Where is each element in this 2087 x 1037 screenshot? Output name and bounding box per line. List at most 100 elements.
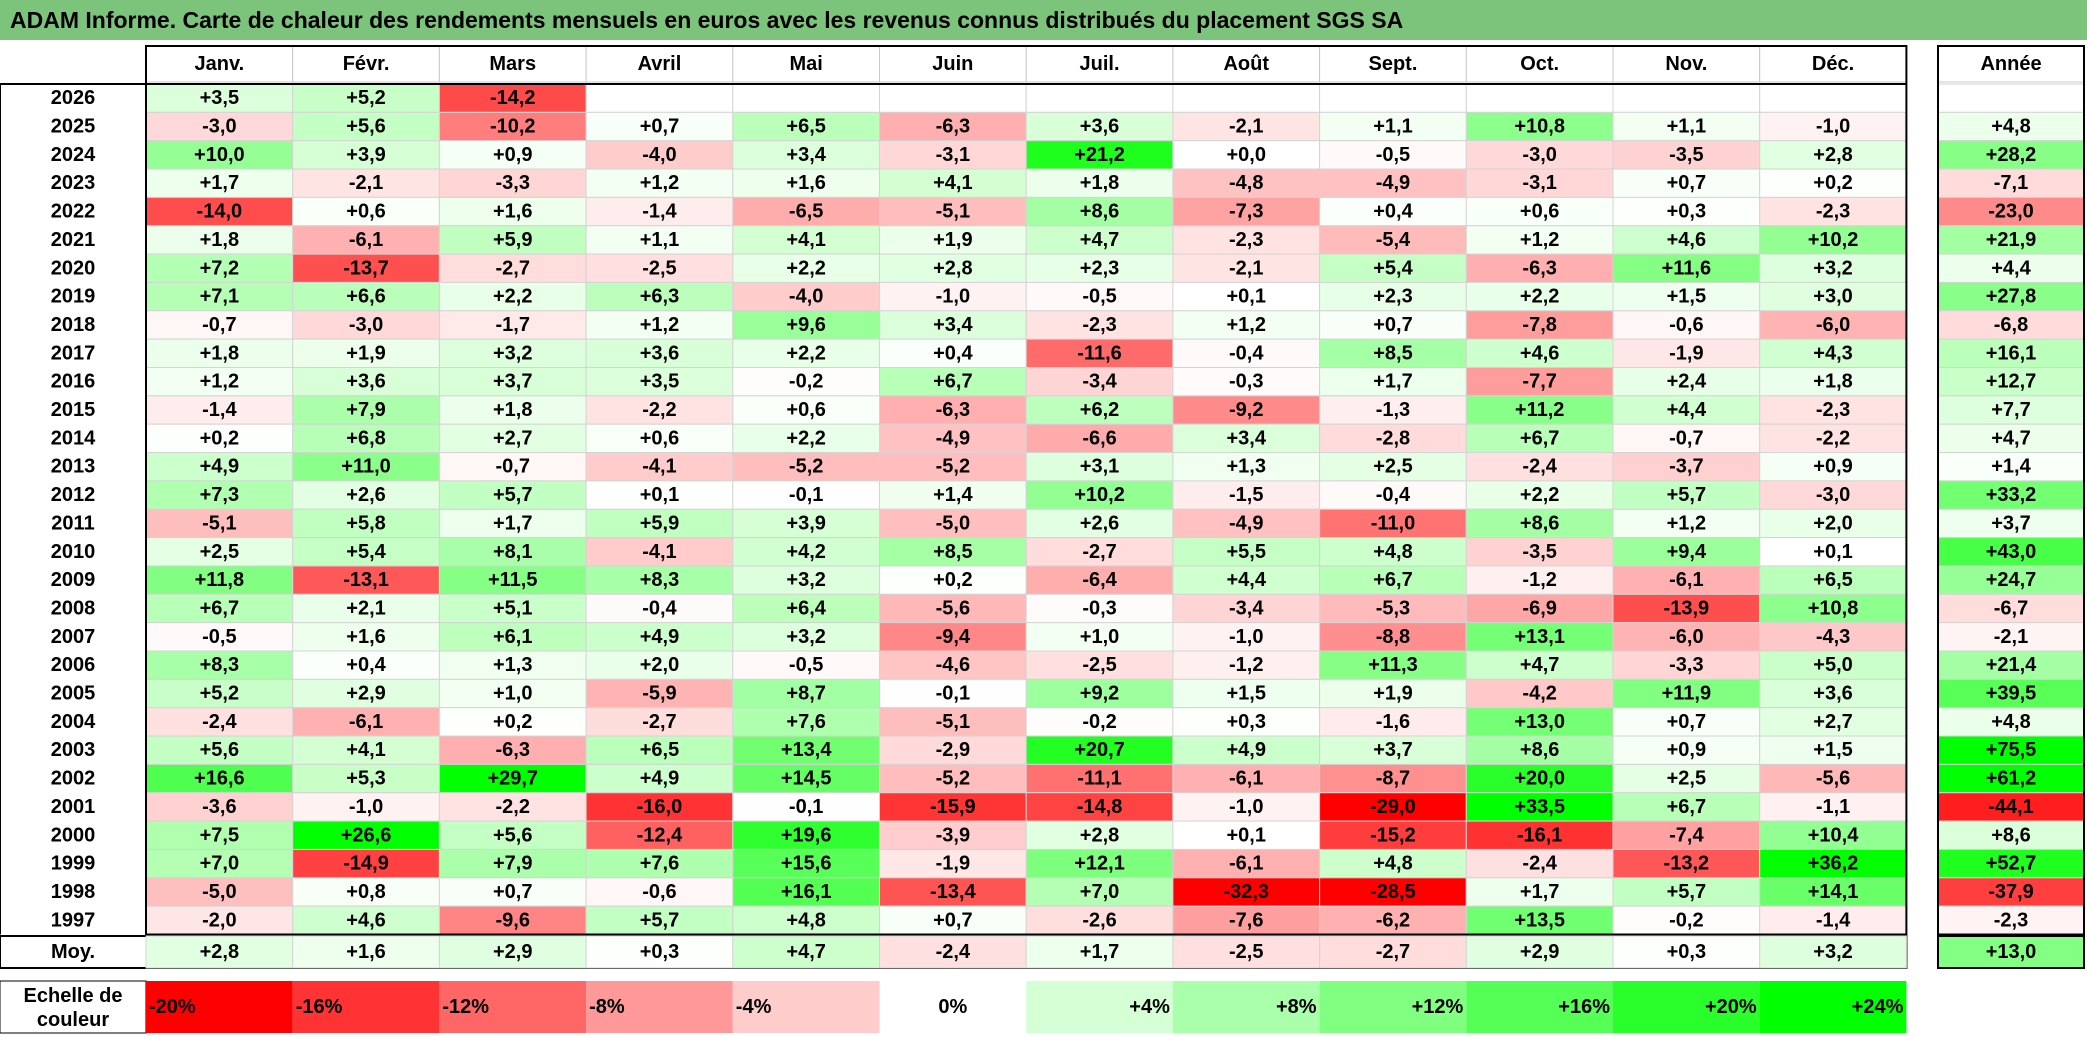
heatmap-cell: [292, 140, 440, 170]
heatmap-cell-value: -32,3: [1223, 881, 1269, 903]
heatmap-cell: [438, 196, 587, 227]
heatmap-cell-value: +1,6: [493, 201, 532, 223]
heatmap-cell-value: +1,5: [1667, 286, 1706, 308]
heatmap-cell-value: +3,2: [786, 569, 825, 591]
heatmap-cell-value: +8,3: [200, 654, 239, 676]
heatmap-cell-value: +5,2: [200, 683, 239, 705]
heatmap-cell: [438, 593, 587, 624]
heatmap-cell: [1319, 820, 1467, 850]
annual-cell: [1937, 508, 2085, 539]
heatmap-cell: [1612, 678, 1761, 709]
heatmap-cell-value: -6,1: [1669, 569, 1703, 591]
heatmap-cell: [1612, 537, 1761, 567]
average-cell-value: -2,5: [1229, 941, 1263, 963]
heatmap-cell: [1025, 848, 1174, 879]
heatmap-cell: [292, 622, 440, 652]
heatmap-cell-value: +11,0: [341, 456, 391, 478]
heatmap-cell-value: +0,2: [493, 711, 532, 733]
annual-cell: [1937, 83, 2085, 113]
heatmap-cell: [585, 83, 734, 113]
month-header-cell: [145, 45, 294, 83]
heatmap-cell-value: +2,1: [346, 597, 385, 619]
heatmap-cell-value: +6,5: [640, 739, 679, 761]
heatmap-cell-value: +11,5: [488, 569, 538, 591]
heatmap-cell-value: +16,6: [194, 768, 245, 790]
heatmap-cell-value: -1,4: [642, 201, 677, 223]
heatmap-cell: [732, 480, 880, 510]
heatmap-cell-value: -4,9: [1229, 512, 1263, 534]
heatmap-cell: [1759, 622, 1907, 652]
heatmap-cell-value: +0,3: [1227, 711, 1266, 733]
heatmap-cell: [585, 367, 734, 397]
heatmap-cell: [585, 565, 734, 595]
annual-cell-value: +27,8: [1986, 286, 2037, 308]
heatmap-cell: [1172, 877, 1321, 907]
row-year-label: 2016: [51, 371, 96, 393]
heatmap-cell: [879, 480, 1027, 510]
heatmap-cell: [292, 707, 440, 737]
heatmap-cell-value: -0,6: [1669, 314, 1703, 336]
heatmap-cell: [292, 111, 440, 142]
heatmap-cell-value: -5,2: [936, 768, 970, 790]
heatmap-cell: [732, 168, 880, 198]
row-year-label: 2022: [51, 201, 96, 223]
heatmap-cell: [1319, 480, 1467, 510]
heatmap-cell-value: -1,9: [936, 853, 970, 875]
heatmap-cell-value: -2,2: [642, 399, 676, 421]
heatmap-cell-value: -7,6: [1229, 909, 1263, 931]
heatmap-cell: [1025, 452, 1174, 482]
heatmap-cell: [585, 877, 734, 907]
heatmap-cell-value: -2,1: [349, 172, 383, 194]
heatmap-cell-value: -6,5: [789, 201, 823, 223]
heatmap-cell-value: -1,4: [1816, 909, 1851, 931]
heatmap-cell-value: +4,6: [1667, 229, 1706, 251]
heatmap-cell-value: -1,0: [1229, 796, 1263, 818]
annual-cell-value: +8,6: [1991, 824, 2030, 846]
heatmap-cell-value: -29,0: [1370, 796, 1416, 818]
heatmap-cell-value: +0,9: [493, 144, 532, 166]
heatmap-cell: [1759, 253, 1907, 283]
heatmap-cell-value: +11,3: [1368, 654, 1418, 676]
heatmap-cell-value: -6,1: [1229, 768, 1263, 790]
heatmap-cell: [1025, 707, 1174, 737]
row-year-label: 2006: [51, 654, 96, 676]
annual-cell-value: +7,7: [1991, 399, 2030, 421]
average-cell: [879, 935, 1027, 969]
heatmap-cell-value: -4,3: [1816, 626, 1850, 648]
heatmap-cell: [732, 83, 880, 113]
heatmap-cell-value: -0,3: [1082, 597, 1116, 619]
heatmap-cell-value: -3,6: [202, 796, 236, 818]
heatmap-cell-value: -14,2: [490, 87, 536, 109]
month-header: Nov.: [1665, 53, 1707, 75]
heatmap-cell-value: -9,6: [496, 909, 530, 931]
heatmap-cell: [879, 537, 1027, 567]
heatmap-cell-value: +1,2: [1667, 512, 1706, 534]
heatmap-cell-value: +12,1: [1074, 853, 1125, 875]
month-header-cell: [1612, 45, 1761, 83]
heatmap-cell: [1759, 537, 1907, 567]
heatmap-cell: [438, 168, 587, 198]
heatmap-cell-value: +8,6: [1520, 739, 1559, 761]
heatmap-cell: [1612, 140, 1761, 170]
heatmap-cell: [145, 168, 294, 198]
heatmap-cell-value: +0,0: [1227, 144, 1266, 166]
heatmap-cell-value: +5,7: [1667, 484, 1706, 506]
row-year-label: 2015: [51, 399, 96, 421]
heatmap-cell-value: +0,1: [1227, 824, 1266, 846]
heatmap-cell-value: -6,3: [496, 739, 530, 761]
heatmap-cell-value: +7,9: [493, 853, 532, 875]
heatmap-cell-value: -6,1: [349, 229, 383, 251]
heatmap-cell-value: -14,0: [197, 201, 243, 223]
annual-cell-value: +4,8: [1991, 116, 2030, 138]
heatmap-cell-value: -2,5: [1082, 654, 1116, 676]
heatmap-cell: [1465, 168, 1614, 198]
scale-swatch: [292, 981, 440, 1033]
scale-swatch: [146, 981, 293, 1033]
heatmap-cell-value: +1,2: [640, 172, 679, 194]
heatmap-cell-value: -13,9: [1664, 597, 1710, 619]
heatmap-cell-value: -1,7: [496, 314, 530, 336]
heatmap-cell-value: +0,7: [1373, 314, 1412, 336]
annual-cell-value: -2,1: [1994, 626, 2028, 648]
average-cell-value: -2,4: [936, 941, 971, 963]
heatmap-cell-value: -0,7: [496, 456, 530, 478]
